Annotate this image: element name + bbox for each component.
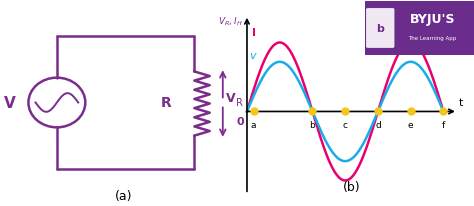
Text: (b): (b) [343,180,361,193]
Text: 0: 0 [236,117,244,127]
Text: f: f [442,121,445,130]
Text: The Learning App: The Learning App [409,36,456,41]
Text: a: a [251,121,256,130]
Text: R: R [236,98,243,108]
Text: d: d [375,121,381,130]
Text: t: t [459,98,464,108]
Text: V: V [4,96,15,110]
Text: v: v [250,51,256,61]
Text: V: V [227,91,236,104]
FancyBboxPatch shape [366,9,394,49]
Text: R: R [161,96,171,110]
Text: b: b [310,121,315,130]
Text: I: I [252,28,255,38]
Text: c: c [343,121,348,130]
Text: b: b [376,24,384,34]
Text: $V_R,I_H$: $V_R,I_H$ [219,16,243,28]
Text: BYJU'S: BYJU'S [410,13,456,26]
Text: e: e [408,121,413,130]
Text: (a): (a) [115,189,132,202]
FancyBboxPatch shape [365,2,474,56]
